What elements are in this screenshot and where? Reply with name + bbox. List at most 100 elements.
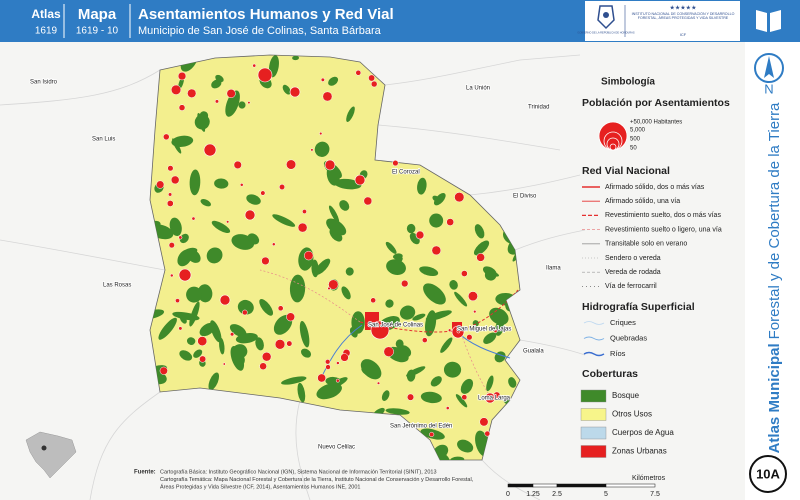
settlement (319, 131, 323, 136)
forest-patch (186, 286, 202, 303)
forest-patch (219, 337, 225, 355)
source-label: Fuente: (134, 470, 156, 476)
scale-tick-label: 7.5 (650, 491, 660, 498)
settlement (325, 364, 331, 370)
forest-patch (406, 369, 416, 382)
settlements (156, 63, 501, 438)
place-label: San Jerónimo del Edén (390, 424, 452, 430)
place-label: Trinidad (528, 105, 549, 111)
settlement (392, 160, 399, 167)
forest-patch (194, 114, 210, 130)
institute-acronym: ICF (680, 32, 687, 37)
hydrography-title: Hidrografía Superficial (582, 301, 695, 313)
forest-patch (361, 365, 380, 378)
settlement (247, 101, 251, 105)
forest-patch (172, 138, 182, 154)
settlement (199, 355, 207, 363)
settlement (156, 180, 165, 189)
atlas-bold: Atlas Municipal (766, 343, 783, 453)
north-circle (754, 53, 784, 83)
institute-label: INSTITUTO NACIONAL DE CONSERVACIÓN Y DES… (631, 12, 735, 21)
settlement (325, 359, 331, 365)
forest-patch (455, 394, 468, 408)
cover-title: Coberturas (582, 368, 638, 380)
scale-tick-label: 5 (604, 491, 608, 498)
settlement (368, 74, 375, 82)
forest-patch (328, 205, 340, 223)
forest-patch (206, 247, 223, 264)
forest-patch (232, 344, 248, 359)
forest-patch (341, 286, 351, 300)
place-label: San Miguel de Lajas (457, 327, 511, 333)
north-arrow (764, 56, 774, 78)
road-label: Sendero o vereda (605, 255, 661, 262)
forest-patch (179, 233, 189, 244)
inset-map (25, 431, 77, 479)
settlement (448, 328, 452, 332)
settlement (336, 361, 340, 365)
map-label: Mapa (78, 6, 117, 23)
cover-swatch (580, 389, 607, 403)
forest-patch (443, 361, 462, 378)
settlement (167, 165, 174, 172)
forest-patch (419, 266, 439, 277)
settlement (429, 431, 435, 438)
scale-tick-label: 0 (506, 491, 510, 498)
settlement (242, 309, 248, 316)
forest-patch (235, 332, 258, 344)
forest-patch (189, 169, 201, 196)
forest-patch (420, 391, 442, 404)
cover-label: Zonas Urbanas (612, 447, 667, 456)
settlement (370, 80, 378, 88)
hydro-label: Criques (610, 318, 636, 327)
forest-patch (197, 284, 213, 303)
forest-patch (259, 299, 274, 316)
road-label: Afirmado sólido, una vía (605, 198, 680, 205)
road-label: Revestimiento suelto, dos o más vías (605, 212, 721, 219)
settlement (163, 133, 170, 141)
source-line: Cartografía Temática: Mapa Nacional Fore… (160, 477, 474, 483)
settlement (170, 273, 174, 278)
settlement (178, 326, 183, 331)
scale-segment (605, 483, 656, 488)
source-line: Cartografía Básica: Instituto Geográfico… (160, 469, 437, 475)
settlement (328, 279, 339, 290)
place-label: Nuevo Celilac (318, 445, 355, 451)
honduras-emblem (597, 5, 615, 30)
forest-patch (328, 76, 339, 86)
settlement (415, 230, 425, 240)
forest-patch (484, 269, 497, 281)
settlement (252, 63, 257, 68)
scale-unit: Kilómetros (632, 475, 666, 482)
settlement (324, 159, 336, 171)
settlement (177, 71, 187, 81)
forest-patch (314, 141, 330, 157)
place-label: Loma Larga (478, 396, 511, 402)
settlement (473, 310, 477, 314)
hydro-symbol (583, 321, 605, 325)
settlement (170, 84, 182, 95)
forest-patch (486, 375, 494, 392)
forest-patch (385, 408, 410, 415)
population-label: 500 (630, 137, 641, 143)
forest-patch (179, 350, 193, 361)
hydro-label: Ríos (610, 349, 626, 358)
settlement (178, 235, 183, 240)
forest-patch (214, 178, 229, 189)
population-title: Población por Asentamientos (582, 97, 730, 109)
scale-tick-label: 2.5 (552, 491, 562, 498)
settlement (222, 362, 226, 366)
settlement (322, 91, 333, 102)
forest-patch (326, 218, 347, 236)
hydro-symbol (583, 336, 605, 341)
settlement (286, 340, 293, 347)
forest-patch (489, 307, 509, 325)
settlement (178, 268, 192, 282)
roads-title: Red Vial Nacional (582, 165, 670, 177)
forest-patch (460, 378, 474, 394)
settlement (454, 192, 465, 203)
cover-swatch (580, 408, 607, 421)
forest-patch (385, 241, 397, 254)
settlement (170, 175, 180, 185)
settlement (476, 253, 485, 262)
